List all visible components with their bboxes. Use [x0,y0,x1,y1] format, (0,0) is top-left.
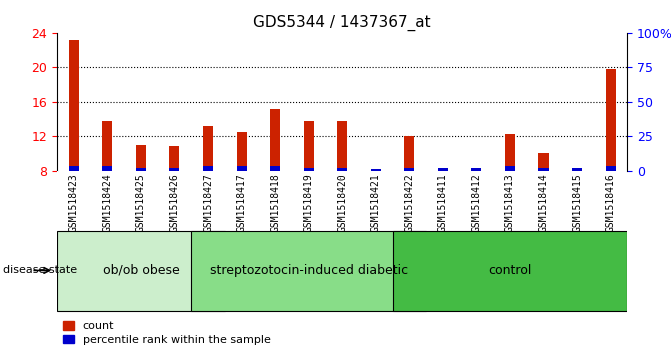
Text: GSM1518419: GSM1518419 [304,173,313,232]
Text: GSM1518416: GSM1518416 [606,173,615,232]
Bar [136,145,146,171]
Bar [169,168,180,171]
Bar [505,134,515,171]
Text: GSM1518413: GSM1518413 [505,173,515,232]
Bar [438,169,448,171]
Text: GSM1518420: GSM1518420 [338,173,347,232]
Text: GSM1518427: GSM1518427 [203,173,213,232]
Text: ob/ob obese: ob/ob obese [103,264,179,277]
Text: GSM1518424: GSM1518424 [103,173,112,232]
Text: GSM1518425: GSM1518425 [136,173,146,232]
Bar [69,167,79,171]
Legend: count, percentile rank within the sample: count, percentile rank within the sample [62,321,270,345]
Bar [338,168,348,171]
Text: GSM1518418: GSM1518418 [270,173,280,232]
Bar [69,40,79,171]
Bar [102,121,113,171]
Bar [304,122,314,171]
Bar [191,232,426,311]
Text: GSM1518423: GSM1518423 [69,173,79,232]
Text: streptozotocin-induced diabetic: streptozotocin-induced diabetic [209,264,408,277]
Text: GSM1518422: GSM1518422 [405,173,414,232]
Bar [539,153,549,171]
Bar [236,132,247,171]
Bar [606,167,616,171]
Bar [539,168,549,171]
Text: GSM1518411: GSM1518411 [438,173,448,232]
Bar [393,232,627,311]
Bar [370,169,381,171]
Bar [169,146,180,171]
Bar [472,168,482,171]
Bar [370,169,381,171]
Bar [572,169,582,171]
Text: GSM1518412: GSM1518412 [472,173,481,232]
Bar [136,168,146,171]
Bar [438,168,448,171]
Bar [270,167,280,171]
Text: GSM1518426: GSM1518426 [170,173,179,232]
Text: GSM1518414: GSM1518414 [539,173,548,232]
Bar [472,169,482,171]
Bar [236,167,247,171]
Bar [203,167,213,171]
Bar [572,168,582,171]
Text: GSM1518421: GSM1518421 [371,173,380,232]
Bar [304,168,314,171]
Bar [404,136,415,171]
Text: GSM1518417: GSM1518417 [237,173,246,232]
Bar [102,167,113,171]
Bar [203,126,213,171]
Text: GSM1518415: GSM1518415 [572,173,582,232]
Bar [404,168,415,171]
Bar [57,232,225,311]
Bar [505,167,515,171]
Title: GDS5344 / 1437367_at: GDS5344 / 1437367_at [254,15,431,31]
Bar [606,69,616,171]
Text: disease state: disease state [3,265,77,276]
Bar [338,121,348,171]
Text: control: control [488,264,531,277]
Bar [270,109,280,171]
